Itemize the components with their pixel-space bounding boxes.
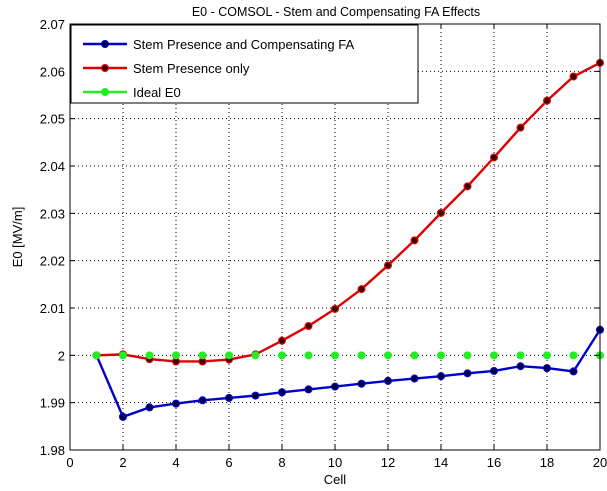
legend-marker (100, 63, 109, 72)
data-point (490, 153, 499, 162)
data-point (145, 351, 154, 360)
legend: Stem Presence and Compensating FA Stem Pr… (70, 24, 419, 104)
series-line (95, 329, 602, 419)
y-tick-label: 1.98 (40, 443, 65, 458)
data-point (92, 351, 101, 360)
data-point (516, 351, 525, 360)
y-tick-label: 2.06 (40, 64, 65, 79)
data-point (278, 351, 287, 360)
x-axis-label: Cell (324, 472, 347, 487)
data-point (118, 412, 127, 421)
data-point (304, 351, 313, 360)
data-point (410, 374, 419, 383)
data-point (118, 351, 127, 360)
data-point (251, 391, 260, 400)
data-point (410, 236, 419, 245)
data-point (384, 351, 393, 360)
data-point (569, 351, 578, 360)
data-point (542, 364, 551, 373)
data-point (225, 351, 234, 360)
x-tick-label: 12 (381, 455, 395, 470)
y-tick-label: 2.05 (40, 112, 65, 127)
data-point (278, 388, 287, 397)
data-point (304, 385, 313, 394)
data-point (516, 123, 525, 132)
data-point (437, 372, 446, 381)
y-tick-label: 2.03 (40, 206, 65, 221)
data-point (490, 351, 499, 360)
x-tick-label: 0 (66, 455, 73, 470)
data-point (542, 96, 551, 105)
data-point (172, 351, 181, 360)
series-3 (92, 351, 604, 360)
data-point (172, 399, 181, 408)
legend-label: Ideal E0 (133, 85, 181, 100)
x-tick-label: 16 (487, 455, 501, 470)
data-point (357, 379, 366, 388)
y-axis-label: E0 [MV/m] (10, 207, 25, 268)
data-point (384, 376, 393, 385)
data-point (463, 182, 472, 191)
data-point (384, 261, 393, 270)
data-point (463, 351, 472, 360)
data-point (463, 369, 472, 378)
x-tick-label: 20 (593, 455, 607, 470)
series-line (96, 61, 601, 363)
x-tick-label: 6 (225, 455, 232, 470)
data-point (198, 396, 207, 405)
y-tick-label: 1.99 (40, 396, 65, 411)
data-point (357, 351, 366, 360)
data-point (304, 321, 313, 330)
data-point (490, 366, 499, 375)
data-point (542, 351, 551, 360)
series-group (92, 58, 604, 421)
data-point (251, 351, 260, 360)
data-point (331, 382, 340, 391)
data-point (331, 304, 340, 313)
x-tick-label: 4 (172, 455, 179, 470)
x-tick-label: 10 (328, 455, 342, 470)
y-tick-label: 2.02 (40, 254, 65, 269)
data-point (437, 351, 446, 360)
legend-label: Stem Presence only (133, 61, 250, 76)
legend-label: Stem Presence and Compensating FA (133, 37, 354, 52)
data-point (278, 336, 287, 345)
legend-box (70, 24, 419, 104)
y-tick-label: 2.07 (40, 17, 65, 32)
y-tick-label: 2.04 (40, 159, 65, 174)
data-point (569, 72, 578, 81)
chart-title: E0 - COMSOL - Stem and Compensating FA E… (192, 5, 480, 19)
x-tick-label: 2 (119, 455, 126, 470)
legend-marker (100, 39, 109, 48)
data-point (516, 362, 525, 371)
x-tick-label: 8 (278, 455, 285, 470)
x-tick-label: 18 (540, 455, 554, 470)
data-point (331, 351, 340, 360)
axis-ticks: 0 2 4 6 8 10 12 14 16 18 20 1.98 1.99 2 2.01 2.02 2.03 2.… (40, 17, 607, 470)
legend-marker (100, 87, 109, 96)
data-point (198, 351, 207, 360)
data-point (437, 208, 446, 217)
data-point (569, 367, 578, 376)
x-tick-label: 14 (434, 455, 448, 470)
data-point (145, 403, 154, 412)
y-tick-label: 2 (58, 348, 65, 363)
data-point (410, 351, 419, 360)
y-tick-label: 2.01 (40, 301, 65, 316)
data-point (357, 285, 366, 294)
data-point (225, 393, 234, 402)
